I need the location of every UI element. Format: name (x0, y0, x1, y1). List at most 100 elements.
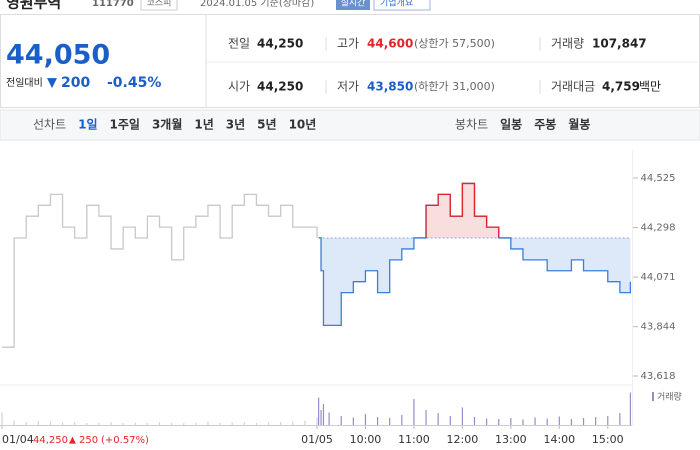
date: 2024.01.05 기준(장마감) (200, 0, 314, 9)
tab[interactable]: 1주일 (110, 118, 140, 132)
current-price: 44,050 (6, 40, 110, 71)
volume-bar (607, 416, 609, 425)
volume-bar (582, 418, 585, 425)
volume-bar (425, 410, 427, 425)
volume-bar (146, 423, 148, 425)
volume-bar (364, 414, 367, 425)
volume-bar (280, 422, 282, 425)
volume-bar (570, 419, 573, 425)
y-tick-label: 43,618 (641, 371, 676, 382)
volume-bar (328, 412, 330, 425)
volume-bar (1, 412, 3, 425)
change-label: 전일대비 (6, 77, 43, 89)
value: 44,250 (257, 37, 303, 51)
tab-bar (0, 109, 700, 141)
volume-legend: 거래량 (657, 391, 682, 403)
volume-bar (558, 416, 560, 425)
volume-bar (243, 422, 245, 425)
y-tick-label: 44,298 (641, 223, 676, 234)
volume-bar (352, 417, 354, 425)
label: 거래대금 (551, 80, 595, 94)
tab[interactable]: 3개월 (152, 117, 182, 132)
volume-bar (267, 422, 270, 425)
volume-bar (486, 418, 488, 425)
tab[interactable]: 월봉 (568, 117, 590, 132)
volume-bar (340, 416, 342, 425)
realtime[interactable]: 실시간 (341, 0, 366, 9)
note: (하한가 31,000) (414, 79, 495, 93)
value: 43,850 (367, 80, 413, 94)
volume-bar (74, 422, 76, 425)
value: 44,600 (367, 37, 413, 51)
down-arrow: ▼ (47, 76, 57, 91)
tab-group-label: 선차트 (33, 118, 66, 132)
tab[interactable]: 5년 (257, 118, 276, 132)
tab[interactable]: 3년 (226, 118, 245, 132)
volume-bar (449, 416, 451, 425)
volume-bar (316, 417, 318, 425)
volume-bar (219, 423, 221, 425)
volume-bar (376, 417, 379, 425)
value: 107,847 (592, 37, 647, 51)
market: 코스피 (147, 0, 172, 9)
volume-bar (183, 423, 185, 425)
change: 200 (61, 75, 90, 91)
volume-bar (498, 419, 500, 425)
volume-bar (255, 423, 258, 425)
volume-bar (522, 419, 524, 425)
x-tick-label: 15:00 (592, 433, 624, 446)
value: 44,250 (257, 80, 303, 94)
label: 거래량 (551, 37, 584, 51)
company-info[interactable]: 기업개요 (380, 0, 413, 9)
stock-name: 영원무역 (6, 0, 61, 12)
company-info-button[interactable] (373, 0, 431, 11)
volume-bar (629, 392, 631, 425)
change-rate: -0.45% (107, 75, 161, 91)
price-line-up (318, 182, 512, 239)
tab[interactable]: 주봉 (534, 118, 556, 132)
market-badge (140, 0, 178, 11)
volume-bar (13, 420, 15, 425)
volume-bar (171, 422, 173, 425)
volume-bar (110, 422, 112, 425)
volume-bar (510, 418, 512, 425)
volume-bar (207, 421, 209, 425)
x-tick-label: 12:00 (447, 433, 479, 446)
volume-bar (158, 422, 161, 425)
volume-bar (619, 413, 621, 425)
caption-rate: (+0.57%) (101, 435, 149, 446)
label: 저가 (337, 80, 359, 94)
volume-bar (86, 423, 88, 425)
volume-bar (401, 415, 403, 425)
volume-bar (461, 407, 463, 425)
volume-bar (389, 418, 391, 425)
volume-bar (122, 423, 124, 425)
price-line (2, 193, 318, 348)
x-tick-label: 11:00 (398, 433, 430, 446)
volume-bar (473, 417, 476, 425)
unit: 백만 (639, 80, 661, 94)
realtime-badge[interactable] (336, 0, 370, 10)
volume-legend-icon (652, 392, 654, 401)
tab[interactable]: 일봉 (500, 118, 522, 132)
volume-bar (61, 422, 64, 425)
volume-bar (437, 413, 439, 425)
tab[interactable]: 10년 (289, 118, 317, 132)
tab[interactable]: 1년 (194, 118, 213, 132)
volume-bar (25, 422, 27, 425)
label: 고가 (337, 37, 359, 51)
stock-code: 111770 (92, 0, 134, 9)
volume-bar (320, 410, 322, 425)
volume-bar (292, 421, 294, 425)
y-tick-label: 43,844 (641, 322, 676, 333)
caption-arrow: ▲ (69, 436, 76, 446)
x-tick-label: 13:00 (495, 433, 527, 446)
tab[interactable]: 1일 (78, 118, 97, 132)
volume-bar (546, 418, 548, 425)
y-tick-label: 44,071 (641, 272, 676, 283)
volume-bar (37, 421, 39, 425)
x-tick-label: 01/05 (301, 433, 333, 446)
x-tick-label: 01/04 (2, 433, 34, 446)
caption-price: 44,250 (33, 435, 68, 446)
